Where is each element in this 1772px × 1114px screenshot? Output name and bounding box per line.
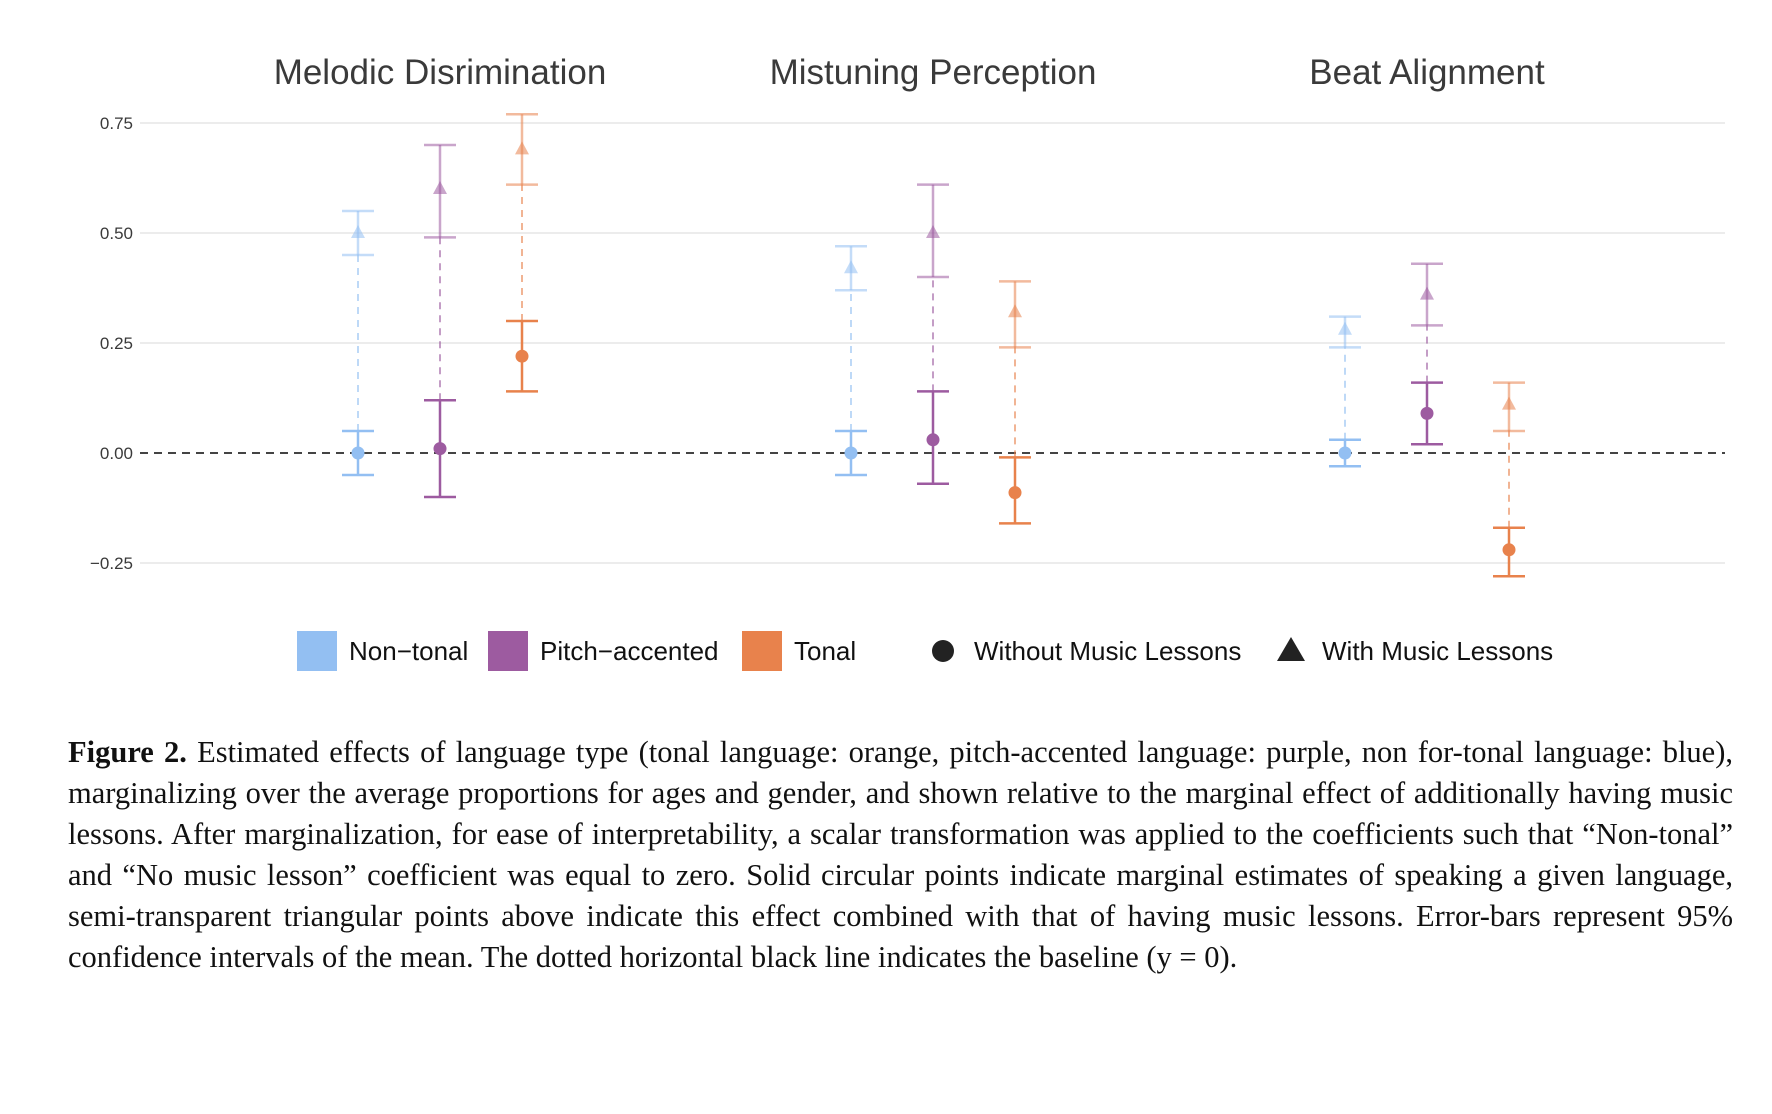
without-lessons-point xyxy=(1420,406,1434,420)
chart: −0.25 0.00 0.25 0.50 0.75 Melodic Disriminat… xyxy=(90,53,1725,671)
with-lessons-point xyxy=(1338,321,1352,335)
without-lessons-point xyxy=(1008,486,1022,500)
legend: Non−tonal Pitch−accented Tonal Without Musi… xyxy=(297,631,1553,671)
legend-label: Tonal xyxy=(794,636,856,666)
series-2 xyxy=(999,280,1031,525)
panel-title: Mistuning Perception xyxy=(770,53,1097,92)
y-axis-ticks: −0.25 0.00 0.25 0.50 0.75 xyxy=(90,114,133,573)
without-lessons-point xyxy=(844,446,858,460)
y-tick-label: 0.00 xyxy=(100,444,133,463)
without-lessons-point xyxy=(515,349,529,363)
legend-circle-marker xyxy=(932,640,954,662)
series-0 xyxy=(342,209,374,477)
y-tick-label: 0.75 xyxy=(100,114,133,133)
data-marks xyxy=(342,112,1525,578)
series-2 xyxy=(506,112,538,393)
series-1 xyxy=(917,183,949,486)
with-lessons-point xyxy=(926,225,940,238)
figure-caption: Figure 2. Estimated effects of language … xyxy=(68,732,1733,978)
legend-label: Without Music Lessons xyxy=(974,636,1241,666)
with-lessons-point xyxy=(1420,286,1434,300)
y-tick-label: −0.25 xyxy=(90,554,133,573)
series-1 xyxy=(424,143,456,499)
with-lessons-point xyxy=(1008,304,1022,318)
series-1 xyxy=(1411,262,1443,446)
panel-title: Beat Alignment xyxy=(1309,53,1545,92)
with-lessons-point xyxy=(1502,396,1516,410)
series-0 xyxy=(835,244,867,477)
legend-label: Pitch−accented xyxy=(540,636,719,666)
without-lessons-point xyxy=(926,433,940,447)
legend-swatch xyxy=(297,631,337,671)
legend-label: With Music Lessons xyxy=(1322,636,1553,666)
panel-title: Melodic Disrimination xyxy=(274,53,607,92)
legend-label: Non−tonal xyxy=(349,636,468,666)
y-tick-label: 0.25 xyxy=(100,334,133,353)
caption-text: Estimated effects of language type (tona… xyxy=(68,735,1734,974)
figure-label: Figure 2. xyxy=(68,735,187,769)
legend-swatch xyxy=(742,631,782,671)
with-lessons-point xyxy=(844,260,858,274)
without-lessons-point xyxy=(1502,543,1516,557)
with-lessons-point xyxy=(433,181,447,194)
with-lessons-point xyxy=(351,225,365,238)
series-2 xyxy=(1493,381,1525,578)
without-lessons-point xyxy=(351,446,365,460)
series-0 xyxy=(1329,315,1361,468)
without-lessons-point xyxy=(1338,446,1352,460)
y-tick-label: 0.50 xyxy=(100,224,133,243)
legend-triangle-marker xyxy=(1277,637,1305,661)
panel-titles: Melodic Disrimination Mistuning Perceptio… xyxy=(274,53,1545,92)
with-lessons-point xyxy=(515,141,529,155)
legend-swatch xyxy=(488,631,528,671)
without-lessons-point xyxy=(433,442,447,456)
